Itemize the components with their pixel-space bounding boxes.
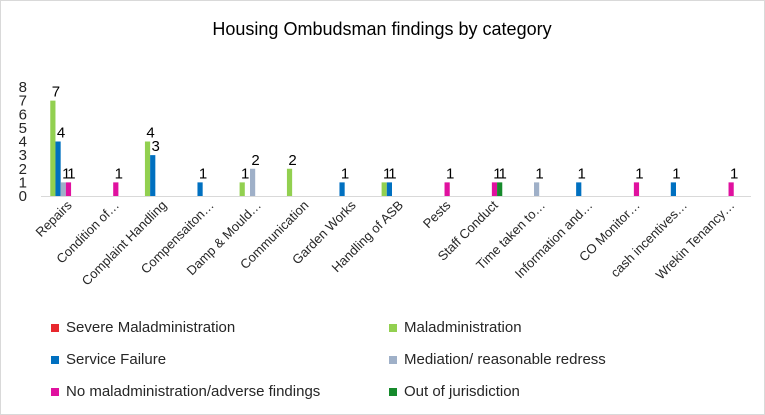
data-label: 2 [288, 152, 296, 169]
y-tick-label: 7 [19, 93, 27, 110]
y-tick-label: 4 [19, 134, 27, 151]
y-tick-label: 2 [19, 161, 27, 178]
data-label: 1 [730, 165, 738, 182]
legend-label: Service Failure [66, 351, 167, 368]
data-label: 1 [115, 165, 123, 182]
data-label: 1 [62, 165, 70, 182]
bar [339, 182, 345, 196]
bar [534, 182, 540, 196]
data-label: 4 [146, 125, 154, 142]
bars-group [50, 100, 734, 196]
bar [576, 182, 582, 196]
data-label: 1 [67, 165, 75, 182]
y-tick-label: 8 [19, 79, 27, 96]
bar [497, 182, 503, 196]
legend-swatch [51, 323, 59, 332]
legend-label: Maladministration [404, 319, 522, 336]
data-label: 1 [535, 165, 543, 182]
bar [150, 155, 156, 196]
data-label: 1 [341, 165, 349, 182]
bar [239, 182, 245, 196]
legend-swatch [389, 355, 397, 364]
legend-item: Out of jurisdiction [389, 383, 520, 400]
bar [113, 182, 119, 196]
data-label: 1 [241, 165, 249, 182]
bar [633, 182, 640, 196]
data-label: 1 [446, 165, 454, 182]
bar [55, 141, 61, 196]
bar [50, 100, 56, 196]
legend-label: No maladministration/adverse findings [66, 383, 321, 400]
bar [250, 168, 256, 196]
y-tick-label: 1 [19, 174, 27, 191]
data-label: 1 [199, 165, 207, 182]
y-tick-label: 6 [19, 106, 27, 123]
chart-title: Housing Ombudsman findings by category [212, 19, 551, 39]
bar [386, 182, 392, 196]
bar [491, 182, 498, 196]
bar [197, 182, 203, 196]
y-tick-label: 0 [19, 188, 27, 205]
y-tick-label: 3 [19, 147, 27, 164]
data-label: 1 [383, 165, 391, 182]
legend-label: Severe Maladministration [66, 319, 236, 336]
data-label: 1 [498, 165, 506, 182]
bar [60, 182, 66, 196]
legend-item: Service Failure [51, 351, 166, 368]
data-label: 1 [388, 165, 396, 182]
bar [65, 182, 72, 196]
data-label: 1 [635, 165, 643, 182]
data-label: 1 [672, 165, 680, 182]
category-label: Repairs [33, 197, 76, 240]
legend-label: Mediation/ reasonable redress [404, 351, 606, 368]
data-label: 4 [57, 125, 65, 142]
data-label: 1 [493, 165, 501, 182]
bar [286, 168, 293, 196]
category-label: Complaint Handling [79, 198, 170, 289]
legend-item: Severe Maladministration [51, 319, 235, 336]
legend-swatch [389, 387, 397, 396]
y-tick-label: 5 [19, 120, 27, 137]
legend-item: Mediation/ reasonable redress [389, 351, 606, 368]
legend-item: Maladministration [389, 319, 522, 336]
data-label: 7 [52, 84, 60, 101]
data-label: 3 [152, 138, 160, 155]
bar [144, 141, 151, 196]
bar [444, 182, 450, 196]
legend-swatch [51, 355, 59, 364]
data-label: 1 [578, 165, 586, 182]
bar [670, 182, 676, 196]
data-label: 2 [251, 152, 259, 169]
legend-swatch [51, 387, 59, 396]
category-label: Pests [420, 197, 454, 231]
legend-item: No maladministration/adverse findings [51, 383, 320, 400]
bar [728, 182, 734, 196]
legend-label: Out of jurisdiction [404, 383, 520, 400]
legend-swatch [389, 323, 397, 332]
category-label: Wrekin Tenancy… [653, 198, 738, 283]
bar [381, 182, 387, 196]
